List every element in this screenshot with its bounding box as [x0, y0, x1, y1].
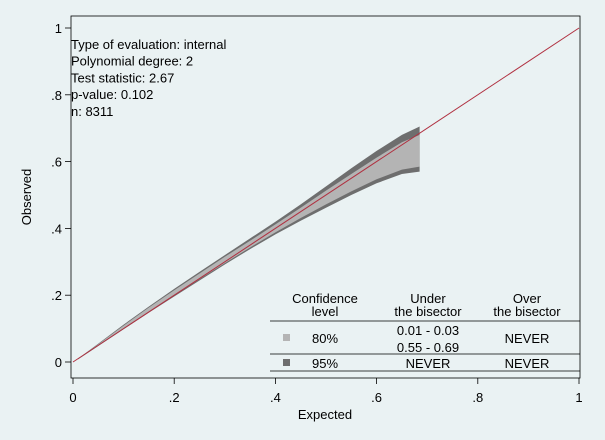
legend-under: 0.01 - 0.03 [397, 323, 459, 338]
legend-header: the bisector [493, 304, 561, 319]
x-tick-label: .6 [371, 390, 382, 405]
legend-header: Over [513, 291, 542, 306]
band-80pct [78, 134, 420, 359]
annotation-line: n: 8311 [71, 104, 113, 119]
plot-frame [70, 15, 581, 379]
x-tick-label: 1 [575, 390, 582, 405]
legend-header: level [312, 304, 339, 319]
y-tick-label: .2 [51, 288, 62, 303]
annotation-line: p-value: 0.102 [71, 87, 153, 102]
legend-level: 95% [312, 356, 338, 371]
legend-under: 0.55 - 0.69 [397, 340, 459, 355]
bisector-line [72, 27, 580, 363]
y-tick-label: 0 [55, 355, 62, 370]
legend-over: NEVER [505, 356, 550, 371]
y-tick-label: 1 [55, 21, 62, 36]
y-tick-label: .6 [51, 155, 62, 170]
x-tick-label: .2 [169, 390, 180, 405]
legend-swatch [283, 359, 290, 366]
x-axis-label: Expected [298, 407, 352, 422]
legend-level: 80% [312, 331, 338, 346]
confidence-bands [78, 126, 420, 360]
legend-header: the bisector [394, 304, 462, 319]
y-tick-label: .8 [51, 88, 62, 103]
annotation-line: Test statistic: 2.67 [71, 70, 174, 85]
axes: 0 .2 .4 .6 .8 1 0 .2 .4 .6 .8 1 Expected Observed [19, 21, 583, 422]
y-tick-label: .4 [51, 221, 62, 236]
legend-header: Confidence [292, 291, 358, 306]
annotation-line: Type of evaluation: internal [71, 37, 226, 52]
annotation-block: Type of evaluation: internal Polynomial d… [71, 37, 226, 119]
x-tick-label: .4 [270, 390, 281, 405]
legend-over: NEVER [505, 331, 550, 346]
bisector-group [72, 27, 580, 363]
legend-swatch [283, 334, 290, 341]
legend-header: Under [410, 291, 446, 306]
annotation-line: Polynomial degree: 2 [71, 54, 193, 69]
x-tick-label: 0 [69, 390, 76, 405]
x-tick-label: .8 [472, 390, 483, 405]
y-axis-label: Observed [19, 169, 34, 225]
legend-under: NEVER [406, 356, 451, 371]
